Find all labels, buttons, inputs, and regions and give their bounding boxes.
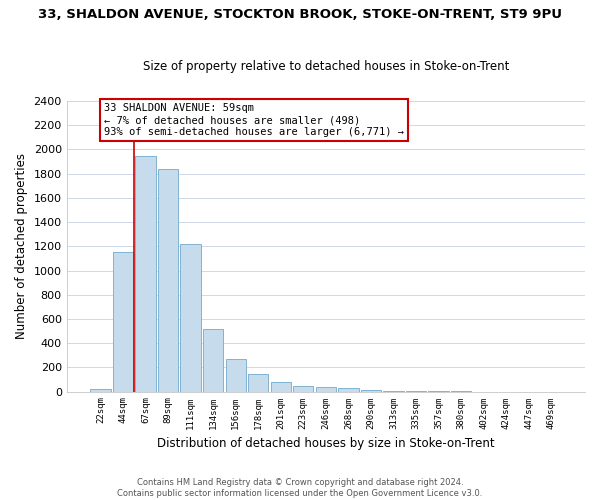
Bar [203,328,223,392]
Bar [181,244,201,392]
Bar [90,388,110,392]
Bar [113,252,133,392]
Text: 33 SHALDON AVENUE: 59sqm
← 7% of detached houses are smaller (498)
93% of semi-d: 33 SHALDON AVENUE: 59sqm ← 7% of detache… [104,104,404,136]
Title: Size of property relative to detached houses in Stoke-on-Trent: Size of property relative to detached ho… [143,60,509,74]
Bar [271,382,291,392]
Text: 33, SHALDON AVENUE, STOCKTON BROOK, STOKE-ON-TRENT, ST9 9PU: 33, SHALDON AVENUE, STOCKTON BROOK, STOK… [38,8,562,20]
X-axis label: Distribution of detached houses by size in Stoke-on-Trent: Distribution of detached houses by size … [157,437,494,450]
Bar [383,391,404,392]
Bar [293,386,313,392]
Bar [158,169,178,392]
Bar [136,156,155,392]
Bar [316,388,336,392]
Text: Contains HM Land Registry data © Crown copyright and database right 2024.
Contai: Contains HM Land Registry data © Crown c… [118,478,482,498]
Y-axis label: Number of detached properties: Number of detached properties [15,154,28,340]
Bar [338,388,359,392]
Bar [248,374,268,392]
Bar [226,360,246,392]
Bar [361,390,381,392]
